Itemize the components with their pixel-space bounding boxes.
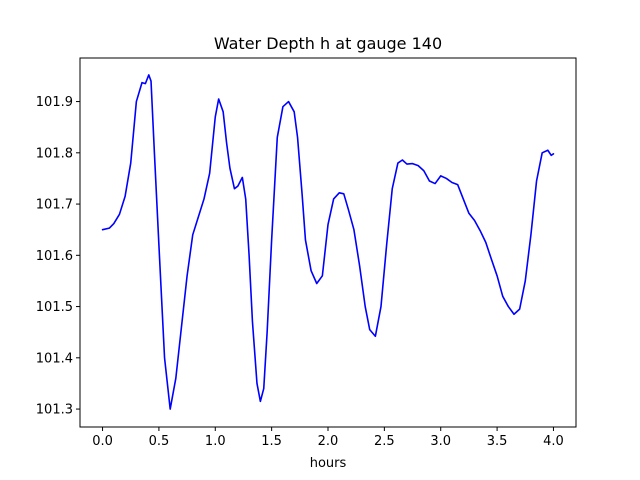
y-axis: 101.3 101.4 101.5 101.6 101.7 101.8 101.9 [36, 95, 80, 418]
y-tick-label: 101.3 [36, 403, 73, 418]
y-tick-label: 101.8 [36, 146, 73, 161]
y-tick-label: 101.9 [36, 95, 73, 110]
x-axis: 0.0 0.5 1.0 1.5 2.0 2.5 3.0 3.5 4.0 [92, 427, 564, 449]
y-tick-label: 101.7 [36, 198, 73, 213]
series-line-0 [101, 74, 555, 410]
x-tick-label: 0.5 [149, 434, 170, 449]
y-tick-label: 101.4 [36, 351, 73, 366]
x-tick-label: 2.0 [318, 434, 339, 449]
x-tick-label: 4.0 [543, 434, 564, 449]
chart-title: Water Depth h at gauge 140 [214, 34, 442, 53]
x-tick-label: 1.0 [205, 434, 226, 449]
x-tick-label: 1.5 [261, 434, 282, 449]
y-tick-label: 101.6 [36, 249, 73, 264]
x-tick-label: 2.5 [374, 434, 395, 449]
x-tick-label: 3.5 [487, 434, 508, 449]
y-tick-label: 101.5 [36, 300, 73, 315]
x-tick-label: 0.0 [92, 434, 113, 449]
x-axis-label: hours [310, 456, 347, 471]
x-tick-label: 3.0 [430, 434, 451, 449]
